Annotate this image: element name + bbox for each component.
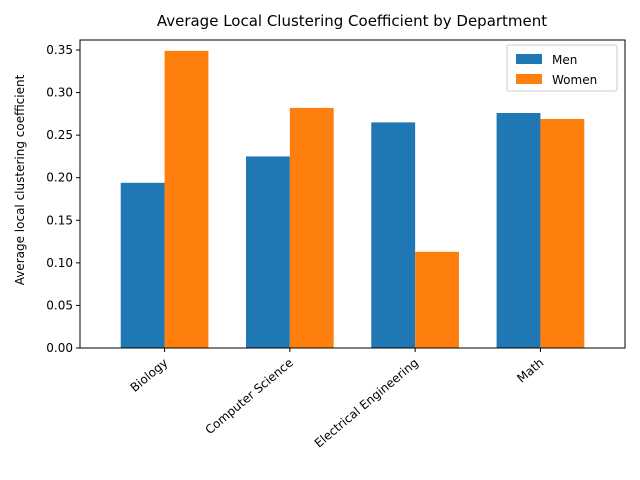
- bar-men-3: [496, 113, 541, 349]
- legend-swatch-men: [516, 54, 542, 64]
- bar-men-1: [246, 156, 290, 348]
- bar-men-2: [371, 122, 416, 348]
- y-tick-label: 0.15: [46, 213, 73, 227]
- y-axis: 0.00 0.05 0.10 0.15 0.20 0.25 0.30 0.35: [46, 43, 80, 355]
- bar-women-3: [540, 118, 585, 348]
- y-tick-label: 0.30: [46, 86, 73, 100]
- y-tick-label: 0.25: [46, 128, 73, 142]
- chart-title: Average Local Clustering Coefficient by …: [157, 12, 547, 30]
- plot-frame: [79, 39, 626, 349]
- y-tick-label: 0.35: [46, 43, 73, 57]
- legend: Men Women: [506, 44, 618, 92]
- bars-group: [120, 50, 585, 349]
- legend-label-men: Men: [552, 53, 577, 67]
- bar-men-0: [120, 182, 165, 348]
- bar-women-1: [289, 107, 334, 348]
- y-tick-label: 0.00: [46, 341, 73, 355]
- y-tick-label: 0.05: [46, 298, 73, 312]
- y-tick-label: 0.20: [46, 171, 73, 185]
- bar-women-2: [415, 251, 459, 348]
- y-tick-label: 0.10: [46, 256, 73, 270]
- legend-swatch-women: [516, 74, 542, 84]
- bar-women-0: [164, 50, 209, 348]
- legend-label-women: Women: [552, 73, 597, 87]
- y-axis-label: Average local clustering coefficient: [13, 74, 27, 285]
